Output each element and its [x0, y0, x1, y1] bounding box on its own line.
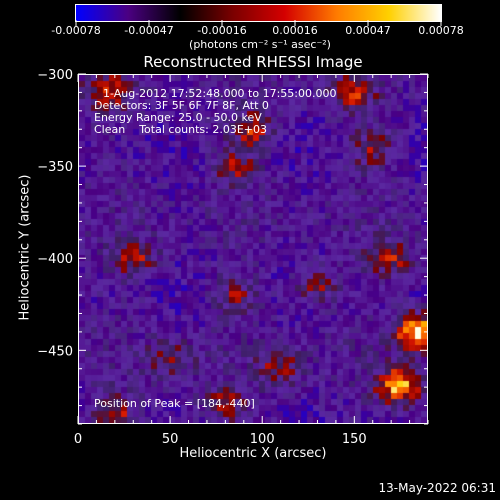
colorbar-ticks	[75, 20, 442, 26]
total-counts-annotation: Clean Total counts: 2.03E+03	[94, 123, 268, 136]
energy-range-annotation: Energy Range: 25.0 - 50.0 keV	[94, 111, 262, 124]
timestamp-footer: 13-May-2022 06:31	[378, 481, 496, 495]
time-range-annotation: 1-Aug-2012 17:52:48.000 to 17:55:00.000	[103, 87, 337, 100]
colorbar-tick-label: -0.00078	[51, 24, 101, 37]
peak-position-annotation: Position of Peak = [184,-440]	[94, 397, 255, 410]
y-tick-label: −450	[37, 344, 73, 359]
plot-frame	[78, 74, 428, 424]
chart-title: Reconstructed RHESSI Image	[143, 53, 363, 71]
y-tick-label: −300	[37, 68, 73, 83]
plot-axes: 0 50 100 150 −300 −350 −400 −450	[37, 68, 429, 447]
colorbar-tick-label: 0.00047	[345, 24, 391, 37]
heatmap-image	[79, 75, 427, 423]
x-tick-label: 100	[250, 432, 275, 447]
colorbar-tick-label: -0.00047	[124, 24, 174, 37]
x-tick-label: 50	[162, 432, 179, 447]
x-tick-label: 0	[74, 432, 82, 447]
x-axis-title: Heliocentric X (arcsec)	[179, 446, 327, 461]
y-tick-label: −400	[37, 252, 73, 267]
colorbar-tick-label: 0.00016	[272, 24, 318, 37]
y-axis-title: Heliocentric Y (arcsec)	[17, 174, 33, 321]
colorbar-tick-label: -0.00016	[197, 24, 247, 37]
y-tick-label: −350	[37, 160, 73, 175]
colorbar-unit-label: (photons cm⁻² s⁻¹ asec⁻²)	[189, 38, 331, 51]
x-tick-label: 150	[342, 432, 367, 447]
colorbar-tick-label: 0.00078	[418, 24, 464, 37]
detectors-annotation: Detectors: 3F 5F 6F 7F 8F, Att 0	[94, 99, 269, 112]
colorbar	[75, 4, 442, 22]
